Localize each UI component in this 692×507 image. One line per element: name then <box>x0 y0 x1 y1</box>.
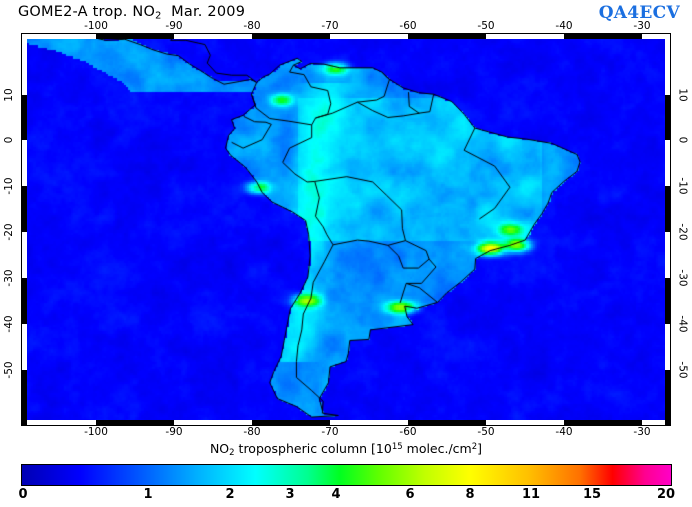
caption-mid2: molec./cm <box>402 441 472 456</box>
colorbar <box>21 464 672 486</box>
colorbar-tick-label: 6 <box>405 487 415 502</box>
y-axis-label-right: -50 <box>676 361 689 379</box>
caption-sup-15: 15 <box>391 441 403 452</box>
colorbar-gradient <box>22 465 671 485</box>
colorbar-tick-label: 1 <box>143 487 153 502</box>
colorbar-caption: NO2 tropospheric column [1015 molec./cm2… <box>210 441 482 458</box>
x-axis-label-bottom: -80 <box>243 426 261 438</box>
y-axis-label-left: -50 <box>2 361 15 379</box>
caption-no: NO <box>209 441 230 456</box>
map-plot-area <box>21 33 671 426</box>
title-instrument: GOME2-A trop. NO <box>18 4 156 20</box>
x-axis-label-top: -70 <box>321 20 339 32</box>
y-axis-label-right: -10 <box>676 177 689 195</box>
figure-title: GOME2-A trop. NO2 Mar. 2009 <box>18 4 245 21</box>
x-axis-label-top: -80 <box>243 20 261 32</box>
y-axis-label-right: -40 <box>676 315 689 333</box>
x-axis-label-bottom: -60 <box>399 426 417 438</box>
y-axis-label-right: 10 <box>676 88 689 102</box>
y-axis-label-right: 0 <box>676 136 689 144</box>
caption-mid: tropospheric column [10 <box>234 441 392 456</box>
axis-ticks-top <box>22 34 670 39</box>
qa4ecv-logo: QA4ECV <box>598 3 680 23</box>
colorbar-tick-label: 3 <box>285 487 295 502</box>
colorbar-tick-label: 15 <box>582 487 602 502</box>
axis-ticks-bottom <box>22 420 670 425</box>
y-axis-label-left: 0 <box>2 136 15 144</box>
x-axis-label-top: -90 <box>165 20 183 32</box>
colorbar-tick-label: 2 <box>225 487 235 502</box>
y-axis-label-left: -20 <box>2 223 15 241</box>
x-axis-label-top: -50 <box>477 20 495 32</box>
colorbar-tick-label: 20 <box>656 487 676 502</box>
caption-suffix: ] <box>477 441 483 456</box>
x-axis-label-top: -40 <box>555 20 573 32</box>
x-axis-label-top: -100 <box>84 20 108 32</box>
axis-ticks-left <box>22 34 27 425</box>
colorbar-tick-label: 8 <box>465 487 475 502</box>
title-species-subscript: 2 <box>155 10 162 22</box>
caption-sub-2: 2 <box>229 448 235 459</box>
x-axis-label-bottom: -40 <box>555 426 573 438</box>
x-axis-label-bottom: -90 <box>165 426 183 438</box>
colorbar-tick-label: 11 <box>521 487 541 502</box>
colorbar-tick-label: 4 <box>331 487 341 502</box>
y-axis-label-left: -40 <box>2 315 15 333</box>
no2-heatmap-canvas <box>22 34 670 425</box>
x-axis-label-top: -30 <box>633 20 651 32</box>
x-axis-label-bottom: -50 <box>477 426 495 438</box>
x-axis-label-bottom: -100 <box>84 426 108 438</box>
colorbar-tick-label: 0 <box>18 487 28 502</box>
caption-sup-cm2: 2 <box>471 441 478 452</box>
y-axis-label-right: -30 <box>676 269 689 287</box>
x-axis-label-bottom: -70 <box>321 426 339 438</box>
x-axis-label-top: -60 <box>399 20 417 32</box>
title-period: Mar. 2009 <box>171 4 246 20</box>
y-axis-label-left: -30 <box>2 269 15 287</box>
x-axis-label-bottom: -30 <box>633 426 651 438</box>
y-axis-label-left: 10 <box>2 88 15 102</box>
y-axis-label-right: -20 <box>676 223 689 241</box>
axis-ticks-right <box>665 34 670 425</box>
y-axis-label-left: -10 <box>2 177 15 195</box>
